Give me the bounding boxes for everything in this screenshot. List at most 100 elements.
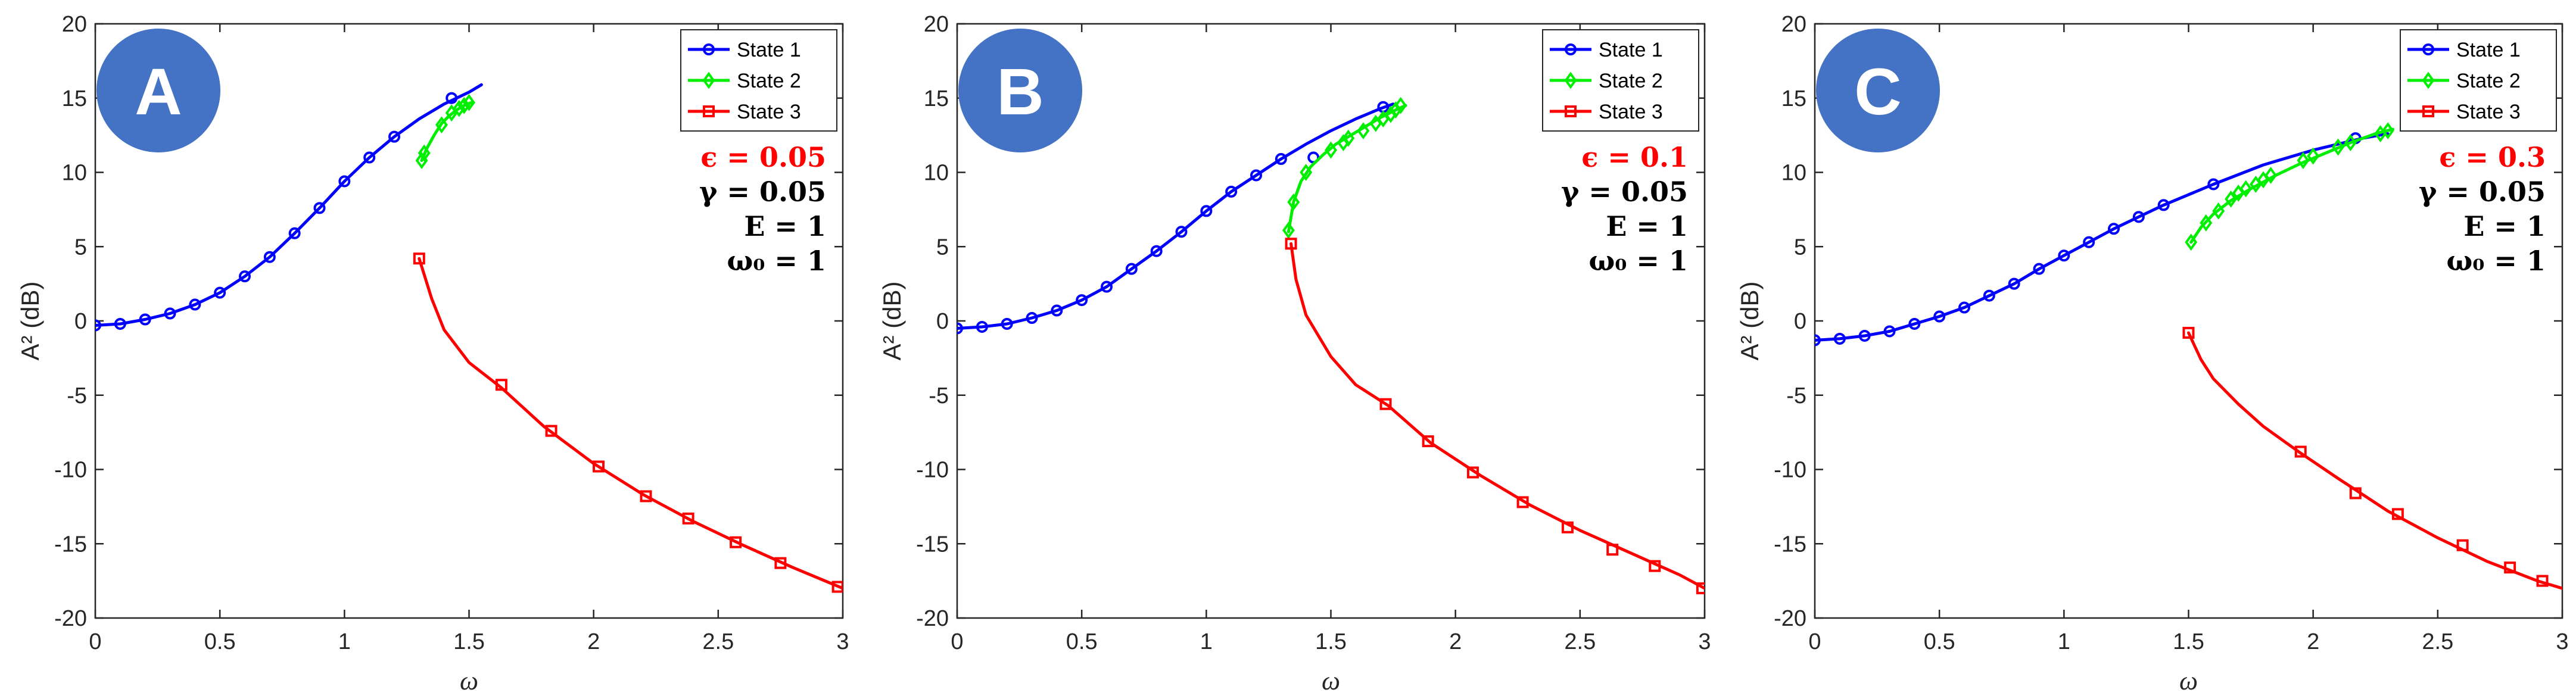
panel-c-series-1-point xyxy=(2008,277,2020,290)
panel-a-legend-marker xyxy=(703,105,715,117)
panel-b-series-1-point xyxy=(1250,169,1262,182)
panel-c-xtick-label: 3 xyxy=(2556,629,2568,654)
panel-b-series-3-point xyxy=(1466,466,1479,479)
panel-c-ytick-label: 0 xyxy=(1794,309,1806,334)
panel-a-ytick-label: 0 xyxy=(74,309,87,334)
panel-a-series-2-point xyxy=(418,144,431,162)
panel-b-badge xyxy=(958,29,1082,152)
panel-c-series-2-point xyxy=(2200,214,2213,232)
panel-a-xtick-label: 0.5 xyxy=(204,629,236,654)
panel-a-series-2-point xyxy=(435,116,448,134)
panel-a-series-1-point xyxy=(446,92,458,104)
panel-a-series-1-point xyxy=(95,319,101,332)
panel-a-series-1-point xyxy=(313,202,326,214)
panel-c-ytick-label: 10 xyxy=(1781,161,1806,186)
panel-c-series-1-point xyxy=(2132,211,2145,223)
panel-a-series-2-point xyxy=(457,96,471,114)
panel-a-series-3-point xyxy=(774,557,787,569)
panel-c-param-epsilon: ϵ = 0.3 xyxy=(2439,141,2546,173)
panel-b-legend-entry: State 1 xyxy=(1599,39,1663,61)
panel-c-series-1-point xyxy=(1858,329,1871,342)
panel-b-series-1-line xyxy=(957,102,1395,330)
panel-c-legend-marker xyxy=(2422,71,2435,89)
panel-b-ytick-label: 5 xyxy=(936,235,949,260)
panel-b-xtick-label: 0 xyxy=(951,629,963,654)
panel-b-badge-label: B xyxy=(996,55,1044,129)
panel-b-ytick-label: -10 xyxy=(916,458,949,483)
panel-a-series-3-point xyxy=(593,460,605,473)
panel-b-legend-entry: State 2 xyxy=(1599,70,1663,92)
panel-c-series-1-point xyxy=(1908,317,1921,330)
panel-b-series-1-point xyxy=(957,322,963,335)
panel-a: 0 0.5 1 1.5 2 2.5 3 20 15 10 5 0 -5 -10 -15 -20 ω A² (dB)… xyxy=(16,12,849,695)
panel-a-series-1-point xyxy=(239,270,251,283)
panel-c-badge xyxy=(1816,29,1940,152)
panel-b-series-2-point xyxy=(1300,164,1313,181)
panel-a-series-3-line xyxy=(418,257,843,590)
panel-b-series-2-point xyxy=(1342,129,1355,147)
panel-c-series-1-point xyxy=(1833,332,1846,345)
panel-a-series-1-line xyxy=(95,83,483,327)
panel-c-series-3-point xyxy=(2456,539,2469,551)
panel-b-series-3-point xyxy=(1696,582,1705,595)
panel-b-ytick-label: -15 xyxy=(916,532,949,557)
panel-a-series-2-point xyxy=(463,93,475,111)
panel-c-series-2-point xyxy=(2344,134,2357,152)
panel-a-series-3-point xyxy=(831,581,843,593)
panel-c-xtick-label: 2 xyxy=(2307,629,2319,654)
panel-c-param-gamma: γ = 0.05 xyxy=(2419,176,2546,208)
panel-c-series-2-point xyxy=(2264,167,2278,184)
panel-c-ytick-label: -5 xyxy=(1786,383,1806,408)
panel-a-ylabel: A² (dB) xyxy=(16,281,44,360)
panel-c-ylabel: A² (dB) xyxy=(1736,281,1764,360)
panel-a-series-1-point xyxy=(189,298,201,311)
panel-a-ytick-label: -5 xyxy=(67,383,87,408)
panel-b-series-3-point xyxy=(1285,238,1297,250)
panel-b-legend-marker xyxy=(1565,105,1577,117)
panel-b-series-1-point xyxy=(1101,280,1113,293)
panel-c-xtick-label: 0.5 xyxy=(1924,629,1955,654)
panel-c-legend-marker xyxy=(2422,105,2434,117)
panel-b-ytick-label: 10 xyxy=(924,161,949,186)
panel-b-series-2 xyxy=(1282,96,1407,239)
panel-c-series-3-point xyxy=(2504,561,2516,574)
panel-a-series-3-point xyxy=(495,379,507,391)
panel-b-ytick-label: 15 xyxy=(924,86,949,111)
panel-b-param-gamma: γ = 0.05 xyxy=(1561,176,1688,208)
panel-a-param-e: E = 1 xyxy=(744,210,826,242)
panel-a-series-1-point xyxy=(214,286,226,299)
panel-a-legend-entry: State 3 xyxy=(737,101,801,123)
panel-b-series-3-point xyxy=(1561,521,1574,533)
panel-a-series-1 xyxy=(95,83,483,332)
panel-c-series-3-point xyxy=(2294,445,2307,458)
panel-b-xtick-label: 0.5 xyxy=(1066,629,1098,654)
panel-c-xtick-label: 0 xyxy=(1808,629,1821,654)
panel-b-series-3-point xyxy=(1422,435,1434,448)
panel-c-ytick-label: 15 xyxy=(1781,86,1806,111)
panel-a-ytick-label: -15 xyxy=(54,532,87,557)
panel-a-param-epsilon: ϵ = 0.05 xyxy=(700,141,826,173)
panel-c-legend-entry: State 1 xyxy=(2456,39,2521,61)
panel-a-legend-marker xyxy=(703,43,715,55)
panel-c-xtick-label: 1 xyxy=(2058,629,2070,654)
panel-c-series-1-point xyxy=(2157,199,2170,211)
panel-c-ytick-label: -20 xyxy=(1774,606,1806,631)
panel-c-series-2-point xyxy=(2307,147,2320,165)
panel-b-series-3-point xyxy=(1516,496,1529,508)
panel-b-series-1-point xyxy=(976,320,988,333)
panel-b-series-2-point xyxy=(1282,221,1295,239)
panel-c-series-3-line xyxy=(2187,331,2562,590)
panel-a-series-1-point xyxy=(114,317,126,330)
panel-c-series-1-point xyxy=(1815,334,1821,347)
panel-b: 0 0.5 1 1.5 2 2.5 3 20 15 10 5 0 -5 -10 -15 -20 ω A² (dB)… xyxy=(878,12,1711,695)
panel-c-series-2-point xyxy=(2225,191,2238,208)
panel-b-series-1-point xyxy=(1150,245,1163,257)
panel-b-param-omega0: ω₀ = 1 xyxy=(1588,245,1688,277)
panel-b-series-1-point xyxy=(1001,317,1013,330)
panel-c-series-1-point xyxy=(1883,325,1896,338)
panel-c-legend-entry: State 3 xyxy=(2456,101,2521,123)
panel-b-param-epsilon: ϵ = 0.1 xyxy=(1581,141,1688,173)
panel-a-xtick-label: 0 xyxy=(89,629,101,654)
panel-b-param-e: E = 1 xyxy=(1606,210,1688,242)
panel-c-ytick-label: 20 xyxy=(1781,12,1806,37)
